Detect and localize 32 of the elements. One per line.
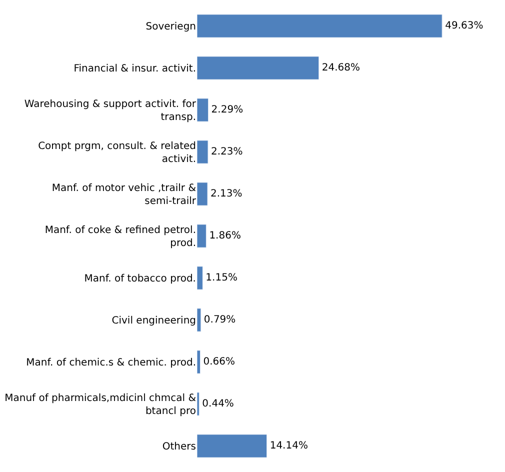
data-label: 2.13%	[210, 188, 242, 200]
y-tick-label: Civil engineering	[112, 316, 196, 326]
y-tick-label: Compt prgm, consult. & related activit.	[38, 141, 196, 165]
data-label: 1.15%	[206, 272, 238, 284]
data-label: 0.44%	[202, 398, 234, 410]
data-label: 2.23%	[211, 146, 243, 158]
y-tick-label: Manuf of pharmicals,mdicinl chmcal & btancl pro	[4, 393, 196, 417]
data-label: 2.29%	[211, 104, 244, 116]
y-tick-label: Manf. of coke & refined petrol. prod.	[44, 225, 196, 249]
data-label: 1.86%	[209, 230, 241, 242]
bar	[197, 350, 201, 374]
bar	[197, 308, 202, 332]
y-tick-label: Manf. of chemic.s & chemic. prod.	[26, 358, 196, 368]
bar	[197, 56, 320, 80]
y-tick-label: Warehousing & support activit. for transp.	[24, 99, 197, 123]
y-tick-label: Financial & insur. activit.	[74, 64, 196, 74]
bar	[197, 14, 442, 38]
bar	[197, 182, 208, 206]
bar	[197, 140, 208, 164]
bar	[197, 98, 209, 122]
data-label: 14.14%	[270, 440, 308, 452]
data-label: 0.79%	[204, 314, 236, 326]
bar	[197, 266, 203, 290]
data-label: 49.63%	[445, 20, 484, 32]
bar	[197, 434, 268, 458]
data-label: 24.68%	[322, 62, 360, 74]
y-tick-label: Manf. of motor vehic ,trailr & semi-trailr	[52, 183, 197, 207]
y-tick-label: Manf. of tobacco prod.	[84, 274, 196, 284]
y-tick-label: Soveriegn	[146, 22, 196, 32]
bar	[197, 224, 206, 248]
data-label: 0.66%	[203, 356, 236, 368]
y-tick-label: Others	[162, 442, 196, 452]
